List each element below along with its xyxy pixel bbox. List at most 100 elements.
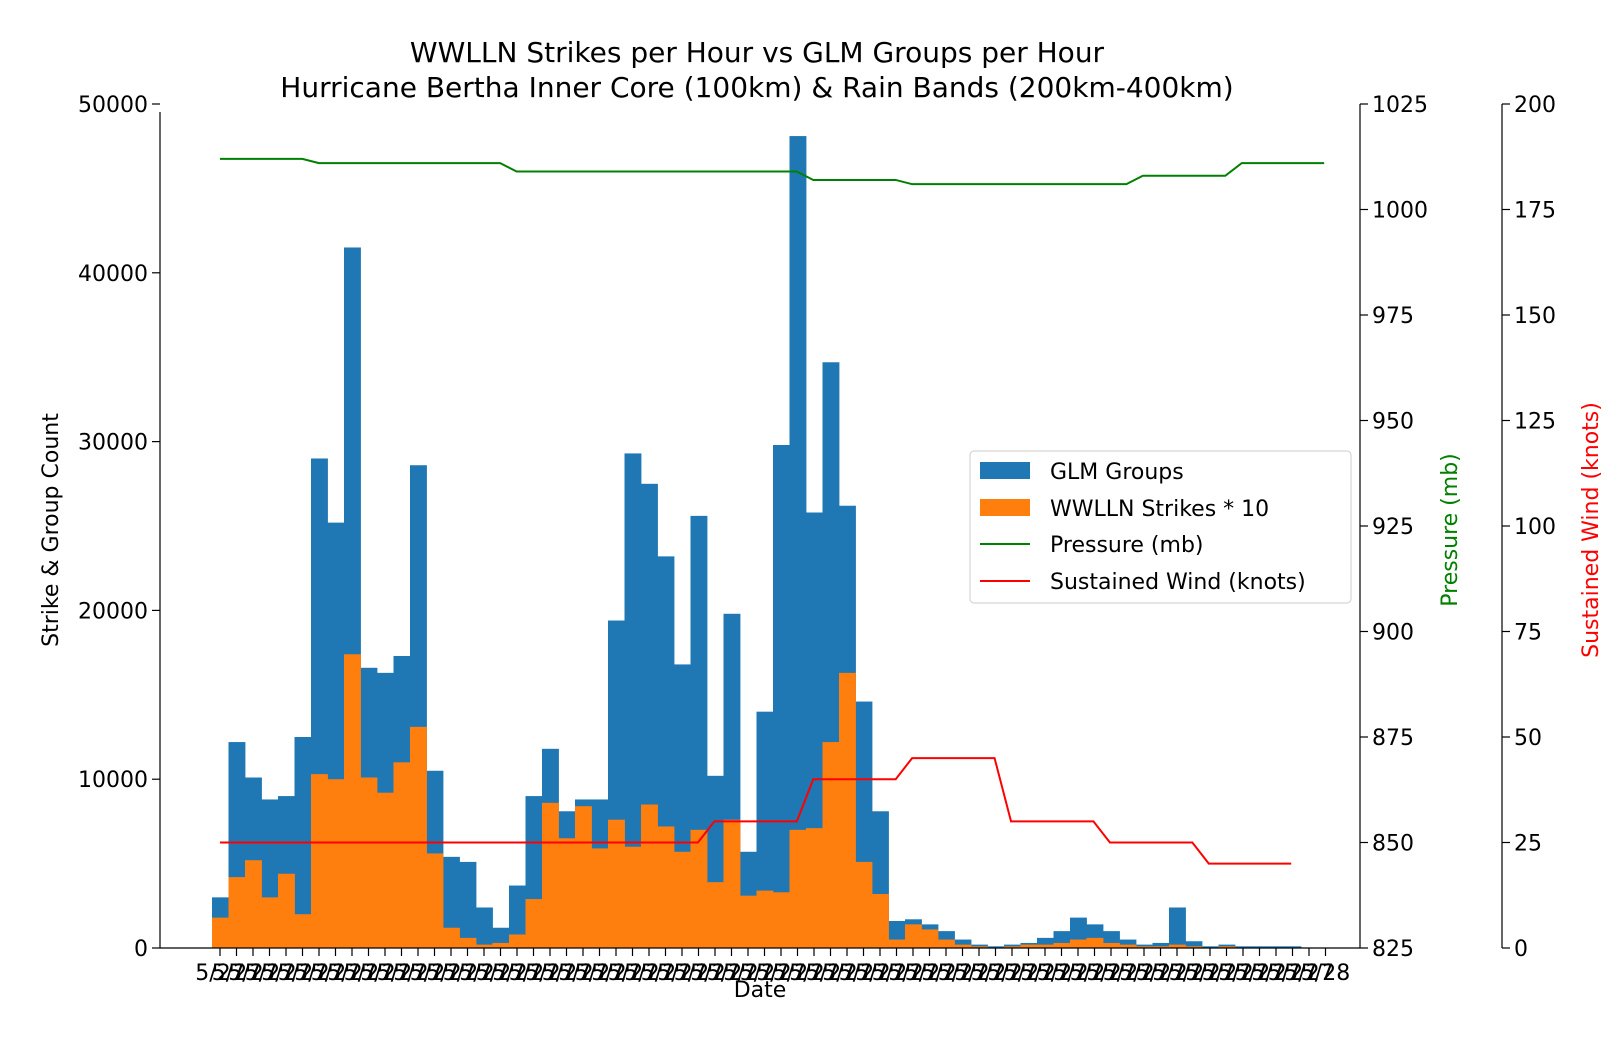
wwlln-bar [624,846,642,948]
x-tick-label: 5/28 [1301,961,1350,986]
x-tick-label: 5/27 [888,961,937,986]
y-right-tick-label: 950 [1372,410,1414,435]
y-axis-ticks: 0 10000 20000 30000 40000 50000 [78,93,160,962]
wwlln-bar [1185,946,1203,948]
x-tick-label: 5/27 [839,961,888,986]
wwlln-bar [773,892,790,948]
x-tick-label: 5/27 [1218,961,1267,986]
wwlln-bar [344,654,361,948]
legend-swatch-glm [980,462,1030,479]
wwlln-bar [410,726,427,948]
wwlln-bar [1086,937,1104,948]
x-tick-label: 5/27 [608,961,657,986]
x-tick-label: 5/27 [641,961,690,986]
x-tick-label: 5/27 [393,961,442,986]
x-tick-label: 5/27 [1070,961,1119,986]
y-right2-axis-ticks: 0 25 50 75 100 125 150 175 200 [1502,93,1556,962]
x-tick-label: 5/27 [228,961,277,986]
y-right2-tick-label: 125 [1514,410,1556,435]
glm-bar [1185,941,1203,948]
y-right-tick-label: 975 [1372,304,1414,329]
x-tick-label: 5/27 [245,961,294,986]
wwlln-bar [971,946,988,948]
x-tick-label: 5/27 [1136,961,1185,986]
bar-group [212,136,1302,949]
wwlln-bar [657,826,675,948]
wwlln-bar [789,829,807,948]
x-tick-label: 5/27 [377,961,426,986]
x-tick-label: 5/27 [1235,961,1284,986]
y-tick-label: 0 [134,937,148,962]
wwlln-bar [360,777,378,948]
wwlln-bar [476,944,493,948]
wwlln-bar [905,924,922,948]
wwlln-bar [674,851,691,948]
wwlln-bar [278,873,295,948]
y-right2-tick-label: 0 [1514,937,1528,962]
glm-bar [954,939,972,948]
wwlln-bar [558,838,576,948]
wwlln-bar [1004,946,1021,948]
x-tick-label: 5/27 [410,961,459,986]
x-tick-label: 5/27 [311,961,360,986]
x-tick-label: 5/27 [723,961,772,986]
x-tick-label: 5/27 [195,961,244,986]
x-tick-label: 5/27 [278,961,327,986]
wwlln-bar [608,819,625,948]
x-tick-label: 5/27 [674,961,723,986]
x-tick-label: 5/27 [806,961,855,986]
glm-bar [773,444,790,948]
x-tick-label: 5/27 [938,961,987,986]
glm-bar [1235,946,1252,948]
wwlln-bar [839,672,856,948]
x-tick-label: 5/27 [360,961,409,986]
legend-label-wwlln: WWLLN Strikes * 10 [1050,497,1269,522]
x-tick-label: 5/27 [294,961,343,986]
wwlln-bar [542,802,559,948]
y-right-tick-label: 1025 [1372,93,1428,118]
glm-bar [492,927,510,948]
wwlln-bar [872,893,889,948]
wwlln-bar [641,804,658,948]
x-tick-label: 5/27 [509,961,558,986]
x-tick-label: 5/27 [905,961,954,986]
x-tick-label: 5/27 [459,961,508,986]
x-tick-label: 5/27 [426,961,475,986]
wwlln-bar [756,890,774,948]
y-tick-label: 20000 [78,599,148,624]
wwlln-bar [393,762,411,948]
wwlln-bar [1152,946,1170,948]
x-tick-label: 5/27 [327,961,376,986]
y-tick-label: 10000 [78,768,148,793]
y-right2-tick-label: 75 [1514,621,1542,646]
wwlln-bar [740,895,757,948]
y-tick-label: 30000 [78,431,148,456]
wwlln-bar [591,848,609,948]
y-tick-label: 50000 [78,93,148,118]
wwlln-bar [311,774,328,948]
wwlln-bar [888,939,906,948]
x-tick-label: 5/27 [1251,961,1300,986]
wwlln-bar [822,742,840,948]
x-tick-label: 5/27 [690,961,739,986]
y-right2-tick-label: 200 [1514,93,1556,118]
wwlln-bar [459,937,477,948]
wwlln-bar [855,861,873,948]
wwlln-bar [707,882,724,948]
x-tick-label: 5/27 [1053,961,1102,986]
y-right-axis-ticks: 825 850 875 900 925 950 975 1000 1025 [1360,93,1428,962]
wwlln-bar [492,942,510,948]
x-tick-label: 5/27 [773,961,822,986]
x-tick-label: 5/27 [624,961,673,986]
wwlln-bar [575,806,592,948]
glm-bar [1268,946,1285,948]
x-tick-label: 5/27 [591,961,640,986]
x-tick-label: 5/27 [1086,961,1135,986]
x-tick-label: 5/27 [707,961,756,986]
wwlln-bar [806,828,823,948]
y-right-tick-label: 850 [1372,832,1414,857]
wwlln-bar [1103,942,1120,948]
wwlln-bar [377,792,394,948]
x-tick-label: 5/27 [1119,961,1168,986]
